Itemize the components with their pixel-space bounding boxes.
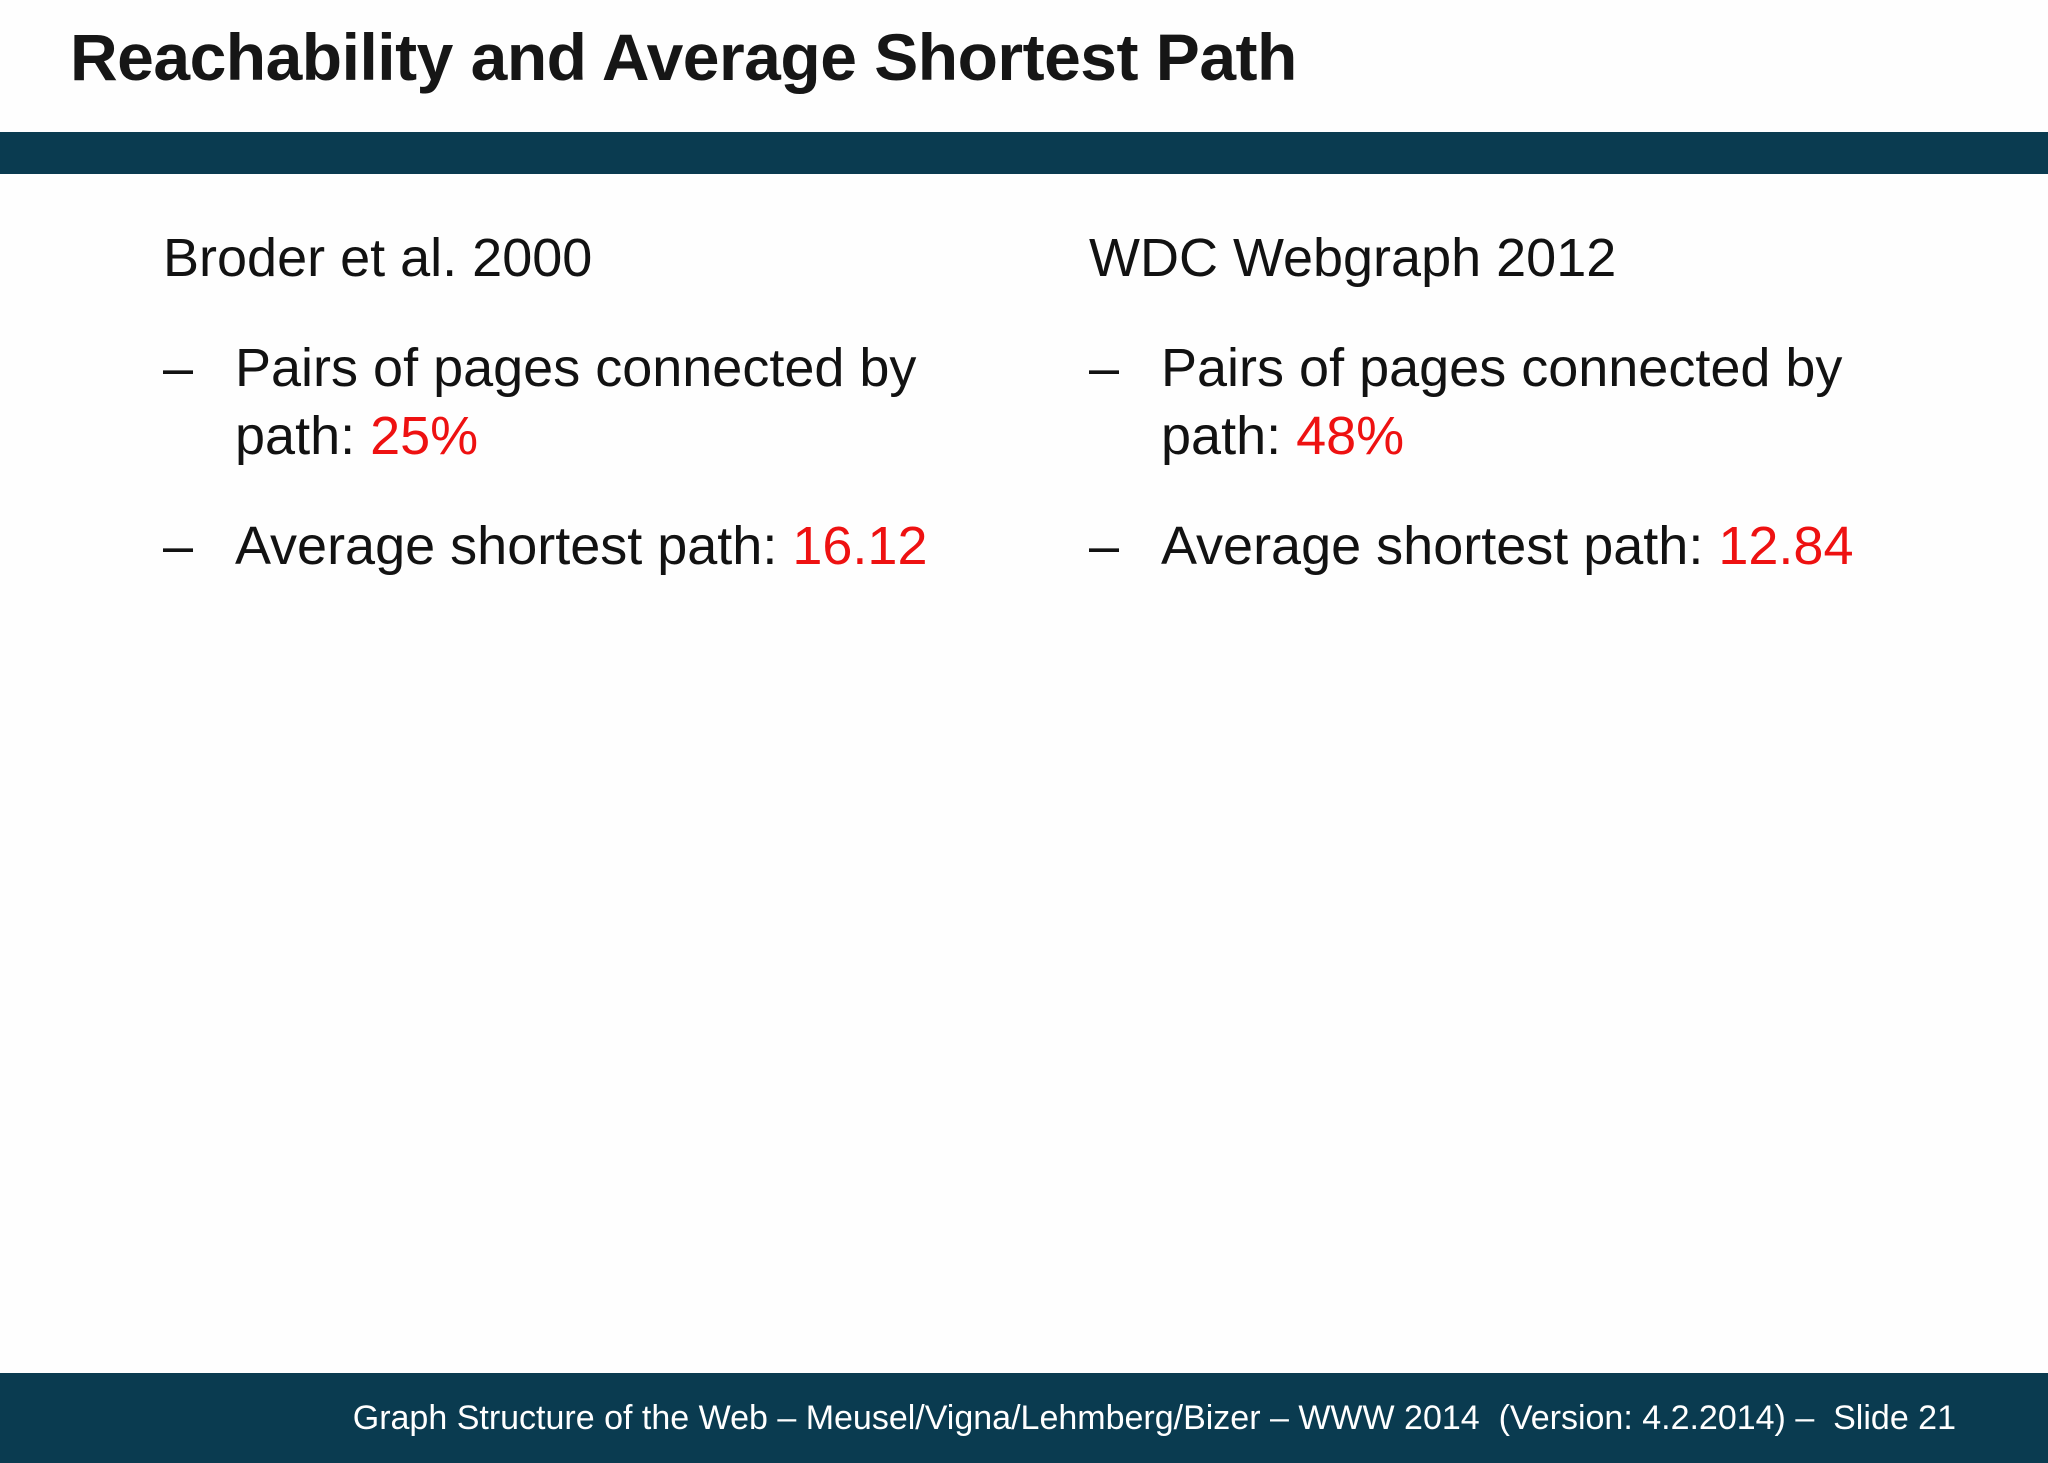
column-broder-2000: Broder et al. 2000 – Pairs of pages conn… [163,224,1008,622]
highlight-value: 16.12 [792,516,928,576]
column-wdc-2012: WDC Webgraph 2012 – Pairs of pages conne… [1089,224,1969,622]
bullet-label: Average shortest path: [235,516,793,576]
footer-text: Graph Structure of the Web – Meusel/Vign… [352,1399,1956,1437]
footer-bar: Graph Structure of the Web – Meusel/Vign… [0,1373,2048,1463]
dash-bullet-icon: – [163,516,194,576]
page-title: Reachability and Average Shortest Path [70,20,1297,94]
column-heading: WDC Webgraph 2012 [1089,228,1617,288]
column-heading: Broder et al. 2000 [163,228,593,288]
bullet-label: Pairs of pages connected by path: [1161,338,1843,466]
list-item: – Pairs of pages connected by path: 25% [163,334,1008,470]
title-divider-bar [0,132,2048,174]
dash-bullet-icon: – [163,338,194,398]
list-item: – Average shortest path: 12.84 [1089,512,1969,580]
list-item: – Average shortest path: 16.12 [163,512,1008,580]
content-columns: Broder et al. 2000 – Pairs of pages conn… [163,224,1969,622]
bullet-label: Average shortest path: [1161,516,1719,576]
dash-bullet-icon: – [1089,338,1120,398]
bullet-list: – Pairs of pages connected by path: 48% … [1089,334,1969,580]
highlight-value: 25% [370,406,479,466]
bullet-text: Pairs of pages connected by path: 25% [235,334,1008,470]
list-item: – Pairs of pages connected by path: 48% [1089,334,1969,470]
bullet-text: Pairs of pages connected by path: 48% [1161,334,1969,470]
highlight-value: 48% [1296,406,1405,466]
bullet-label: Pairs of pages connected by path: [235,338,917,466]
bullet-text: Average shortest path: 16.12 [235,512,1008,580]
highlight-value: 12.84 [1718,516,1854,576]
bullet-list: – Pairs of pages connected by path: 25% … [163,334,1008,580]
dash-bullet-icon: – [1089,516,1120,576]
bullet-text: Average shortest path: 12.84 [1161,512,1969,580]
